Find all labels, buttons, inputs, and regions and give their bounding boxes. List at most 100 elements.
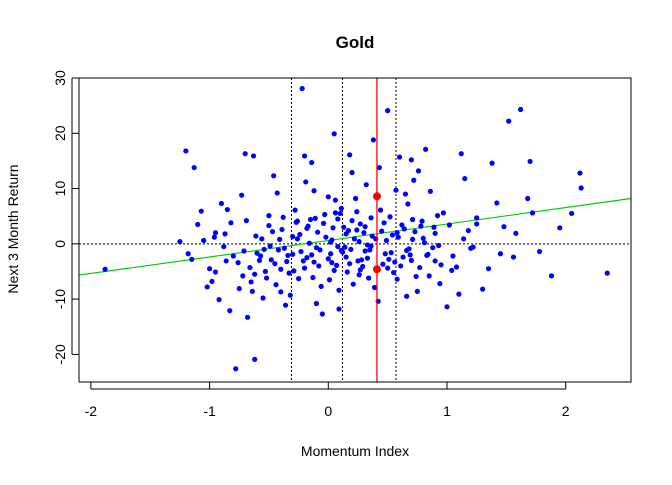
data-point	[271, 173, 277, 179]
data-point	[421, 240, 428, 246]
data-point	[189, 256, 195, 262]
data-point	[392, 259, 398, 265]
data-point	[241, 248, 247, 254]
data-point	[383, 237, 390, 244]
data-point	[322, 211, 328, 218]
plot-content	[79, 78, 631, 382]
data-point	[437, 281, 443, 287]
data-point	[489, 160, 495, 166]
data-point	[371, 284, 378, 291]
data-point	[426, 273, 432, 279]
data-point	[366, 275, 372, 281]
data-point	[431, 224, 437, 230]
data-point	[336, 287, 342, 293]
data-point	[294, 236, 301, 242]
x-tick-label: 1	[443, 403, 451, 419]
data-point	[280, 214, 286, 220]
data-point	[480, 286, 486, 292]
data-point	[315, 229, 321, 235]
data-point	[450, 253, 456, 259]
data-point	[363, 182, 369, 188]
data-point	[577, 170, 583, 176]
data-point	[417, 264, 423, 271]
data-point	[329, 237, 335, 243]
data-point	[233, 366, 239, 372]
data-point	[388, 250, 394, 256]
data-point	[343, 231, 349, 237]
data-point	[309, 159, 315, 166]
data-point	[430, 245, 436, 251]
data-point	[446, 222, 452, 228]
data-point	[331, 267, 337, 273]
data-point	[527, 158, 533, 165]
y-tick-label: 10	[52, 181, 68, 197]
data-point	[221, 243, 227, 250]
data-point	[323, 234, 329, 240]
data-point	[278, 266, 284, 272]
data-point	[329, 260, 335, 266]
data-point	[364, 255, 371, 261]
data-point	[253, 233, 259, 239]
data-point	[420, 235, 426, 241]
data-point	[414, 288, 420, 294]
data-point	[400, 254, 406, 260]
x-tick-label: -2	[85, 403, 98, 419]
data-point	[557, 225, 563, 231]
data-point	[415, 168, 422, 174]
data-point	[244, 314, 251, 320]
data-point	[287, 292, 293, 298]
data-point	[195, 221, 201, 228]
data-point	[510, 254, 517, 260]
data-point	[396, 154, 403, 160]
data-point	[407, 252, 413, 258]
chart-title: Gold	[336, 33, 375, 52]
data-point	[250, 153, 257, 159]
data-point	[436, 242, 442, 249]
data-point	[325, 256, 331, 262]
data-point	[394, 230, 400, 236]
data-point	[285, 252, 291, 259]
data-point	[393, 187, 399, 193]
data-point	[256, 257, 263, 263]
data-point	[344, 269, 350, 275]
data-point	[273, 282, 279, 288]
y-tick-label: -10	[52, 289, 68, 309]
data-point	[418, 223, 424, 229]
data-point	[267, 243, 273, 249]
data-point	[316, 263, 322, 269]
data-point	[334, 262, 340, 268]
highlight-point	[372, 192, 381, 201]
data-point	[529, 210, 536, 216]
data-point	[301, 265, 308, 271]
data-point	[282, 302, 289, 308]
data-point	[399, 222, 405, 228]
data-point	[198, 208, 204, 214]
data-point	[518, 106, 524, 113]
data-point	[425, 251, 431, 257]
data-point	[354, 227, 360, 233]
data-point	[336, 306, 342, 312]
data-point	[405, 201, 411, 207]
data-point	[343, 254, 349, 260]
data-point	[275, 247, 282, 253]
data-point	[376, 164, 382, 171]
data-point	[548, 273, 555, 279]
data-point	[361, 230, 367, 236]
data-point	[297, 231, 303, 238]
data-point	[262, 268, 268, 275]
data-point	[357, 221, 363, 227]
data-point	[394, 276, 400, 282]
data-point	[341, 224, 347, 230]
data-point	[347, 261, 353, 267]
data-point	[325, 194, 331, 200]
data-point	[409, 236, 416, 242]
data-point	[412, 229, 418, 235]
data-point	[206, 266, 213, 272]
data-point	[332, 197, 339, 203]
data-point	[474, 215, 480, 221]
data-point	[465, 227, 471, 234]
data-point	[247, 264, 253, 271]
data-point	[409, 216, 416, 223]
data-point	[260, 295, 266, 301]
data-point	[286, 270, 292, 276]
